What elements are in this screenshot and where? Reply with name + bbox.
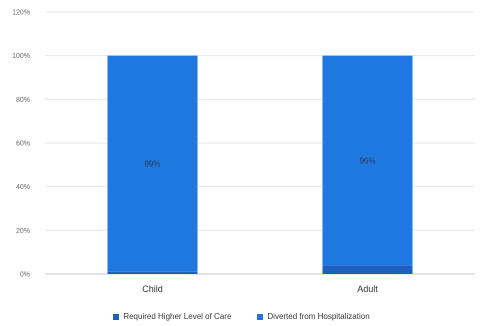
x-tick-label: Adult (357, 284, 378, 294)
bar-adult-series-1 (322, 55, 413, 266)
legend-swatch-required-higher-care (113, 313, 120, 320)
y-tick-label: 60% (16, 141, 30, 148)
legend-item-diverted: Diverted from Hospitalization (257, 312, 370, 321)
bar-child-series-1 (107, 55, 198, 272)
data-label: 96% (359, 156, 375, 165)
y-tick-label: 100% (12, 53, 30, 60)
y-axis: 0% 20% 40% 60% 80% 100% 120% (12, 10, 30, 279)
y-tick-label: 0% (20, 272, 30, 279)
bar-child-series-0 (107, 271, 198, 274)
y-tick-label: 20% (16, 228, 30, 235)
data-label: 99% (144, 160, 160, 169)
y-tick-label: 80% (16, 97, 30, 104)
y-tick-label: 120% (12, 10, 30, 17)
bars: 1%99%4%96% (107, 55, 413, 274)
y-tick-label: 40% (16, 184, 30, 191)
x-axis: Child Adult (142, 284, 378, 294)
legend-item-required-higher-care: Required Higher Level of Care (113, 312, 231, 321)
x-tick-label: Child (142, 284, 163, 294)
legend-label-diverted: Diverted from Hospitalization (267, 312, 370, 321)
legend: Required Higher Level of Care Diverted f… (0, 312, 483, 321)
legend-swatch-diverted (257, 313, 264, 320)
bar-adult-series-0 (322, 265, 413, 274)
legend-label-required-higher-care: Required Higher Level of Care (123, 312, 232, 321)
